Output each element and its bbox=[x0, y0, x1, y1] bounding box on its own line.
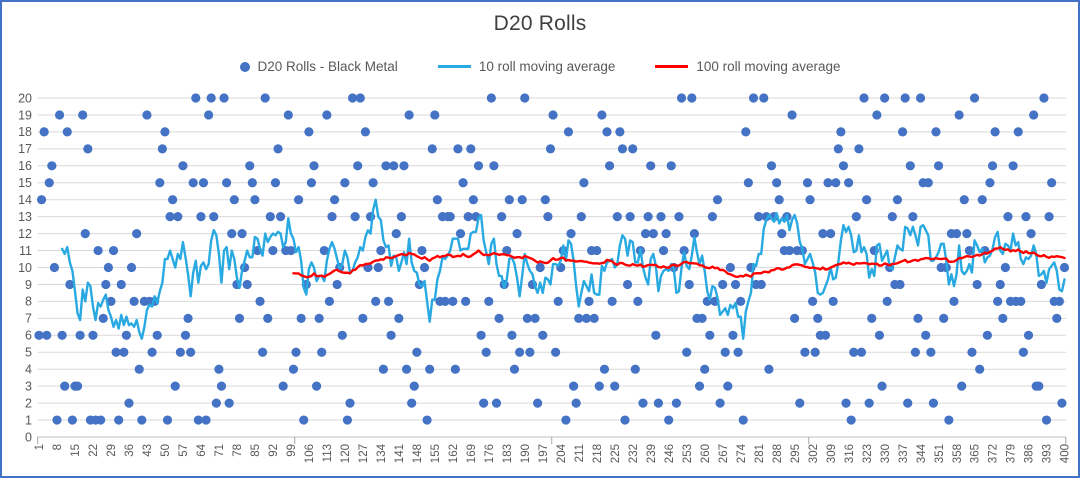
svg-text:127: 127 bbox=[358, 444, 370, 463]
svg-text:106: 106 bbox=[304, 444, 316, 463]
svg-text:7: 7 bbox=[25, 312, 32, 326]
scatter-marker-icon bbox=[239, 61, 250, 72]
line-marker-ma10-icon bbox=[437, 65, 471, 68]
svg-text:5: 5 bbox=[25, 346, 32, 360]
svg-text:176: 176 bbox=[484, 444, 496, 463]
svg-text:4: 4 bbox=[25, 363, 32, 377]
svg-text:85: 85 bbox=[250, 444, 262, 457]
legend-label-ma100: 100 roll moving average bbox=[696, 59, 841, 74]
svg-text:15: 15 bbox=[18, 176, 32, 190]
svg-text:260: 260 bbox=[700, 444, 712, 463]
x-axis-labels: 1 8 15 22 29 36 43 50 57 64 71 78 85 92 99 106 113 120 127… bbox=[34, 443, 1072, 463]
svg-text:1: 1 bbox=[25, 413, 32, 427]
line-marker-ma100-icon bbox=[655, 65, 689, 68]
svg-text:12: 12 bbox=[18, 227, 32, 241]
svg-text:22: 22 bbox=[88, 444, 100, 457]
svg-text:225: 225 bbox=[610, 444, 622, 463]
svg-text:20: 20 bbox=[18, 91, 32, 105]
svg-text:232: 232 bbox=[628, 444, 640, 463]
svg-text:211: 211 bbox=[574, 444, 586, 462]
svg-text:36: 36 bbox=[124, 444, 136, 457]
svg-text:18: 18 bbox=[18, 125, 32, 139]
scatter-series bbox=[34, 93, 1070, 425]
svg-text:14: 14 bbox=[18, 193, 32, 207]
svg-text:218: 218 bbox=[592, 444, 604, 463]
svg-text:11: 11 bbox=[19, 244, 32, 258]
svg-text:365: 365 bbox=[970, 444, 982, 463]
chart-title: D20 Rolls bbox=[493, 12, 587, 35]
svg-text:141: 141 bbox=[394, 444, 406, 463]
svg-text:274: 274 bbox=[736, 443, 748, 463]
legend-item-ma10[interactable]: 10 roll moving average bbox=[437, 59, 616, 74]
legend-item-rolls[interactable]: D20 Rolls - Black Metal bbox=[239, 59, 398, 74]
svg-text:155: 155 bbox=[430, 444, 442, 463]
svg-text:1: 1 bbox=[34, 444, 46, 450]
svg-text:13: 13 bbox=[18, 210, 32, 224]
svg-text:120: 120 bbox=[340, 444, 352, 463]
svg-text:57: 57 bbox=[178, 444, 190, 457]
svg-text:204: 204 bbox=[556, 443, 568, 463]
svg-text:8: 8 bbox=[25, 295, 32, 309]
svg-text:3: 3 bbox=[25, 379, 32, 393]
svg-text:253: 253 bbox=[682, 444, 694, 463]
svg-text:17: 17 bbox=[18, 142, 32, 156]
svg-text:6: 6 bbox=[25, 329, 32, 343]
svg-text:15: 15 bbox=[70, 444, 82, 457]
x-axis-ticks bbox=[37, 437, 1067, 444]
svg-text:29: 29 bbox=[106, 444, 118, 457]
svg-text:99: 99 bbox=[286, 444, 298, 457]
svg-text:344: 344 bbox=[916, 443, 928, 463]
svg-text:372: 372 bbox=[988, 444, 1000, 463]
svg-text:2: 2 bbox=[25, 396, 32, 410]
legend: D20 Rolls - Black Metal 10 roll moving a… bbox=[2, 59, 1078, 74]
svg-text:16: 16 bbox=[18, 159, 32, 173]
svg-text:197: 197 bbox=[538, 444, 550, 463]
svg-text:309: 309 bbox=[826, 444, 838, 463]
svg-text:9: 9 bbox=[25, 278, 32, 292]
svg-text:351: 351 bbox=[934, 444, 946, 463]
svg-text:169: 169 bbox=[466, 444, 478, 463]
ma10-line bbox=[60, 198, 1066, 340]
svg-text:8: 8 bbox=[52, 444, 64, 450]
svg-text:288: 288 bbox=[772, 444, 784, 463]
svg-text:183: 183 bbox=[502, 444, 514, 463]
svg-text:239: 239 bbox=[646, 444, 658, 463]
svg-text:92: 92 bbox=[268, 444, 280, 457]
svg-text:246: 246 bbox=[664, 444, 676, 463]
svg-text:316: 316 bbox=[844, 444, 856, 463]
svg-text:358: 358 bbox=[952, 444, 964, 463]
svg-text:295: 295 bbox=[790, 444, 802, 463]
svg-text:148: 148 bbox=[412, 444, 424, 463]
svg-text:43: 43 bbox=[142, 444, 154, 457]
svg-text:400: 400 bbox=[1060, 444, 1072, 463]
legend-label-rolls: D20 Rolls - Black Metal bbox=[257, 59, 398, 74]
svg-text:10: 10 bbox=[18, 261, 32, 275]
svg-text:113: 113 bbox=[322, 444, 334, 462]
legend-label-ma10: 10 roll moving average bbox=[478, 59, 616, 74]
svg-text:323: 323 bbox=[862, 444, 874, 463]
svg-text:379: 379 bbox=[1006, 444, 1018, 463]
svg-text:64: 64 bbox=[196, 443, 208, 456]
svg-text:19: 19 bbox=[18, 108, 32, 122]
svg-text:302: 302 bbox=[808, 444, 820, 463]
svg-text:50: 50 bbox=[160, 444, 172, 457]
ma100-line bbox=[292, 245, 1066, 279]
svg-text:190: 190 bbox=[520, 444, 532, 463]
svg-text:386: 386 bbox=[1024, 444, 1036, 463]
svg-text:78: 78 bbox=[232, 444, 244, 457]
svg-text:281: 281 bbox=[754, 444, 766, 463]
svg-text:330: 330 bbox=[880, 444, 892, 463]
svg-text:134: 134 bbox=[376, 443, 388, 463]
svg-text:71: 71 bbox=[214, 444, 226, 457]
legend-item-ma100[interactable]: 100 roll moving average bbox=[655, 59, 840, 74]
svg-text:0: 0 bbox=[25, 430, 32, 444]
svg-text:393: 393 bbox=[1042, 444, 1054, 463]
svg-text:162: 162 bbox=[448, 444, 460, 463]
svg-text:267: 267 bbox=[718, 444, 730, 463]
svg-text:337: 337 bbox=[898, 444, 910, 463]
